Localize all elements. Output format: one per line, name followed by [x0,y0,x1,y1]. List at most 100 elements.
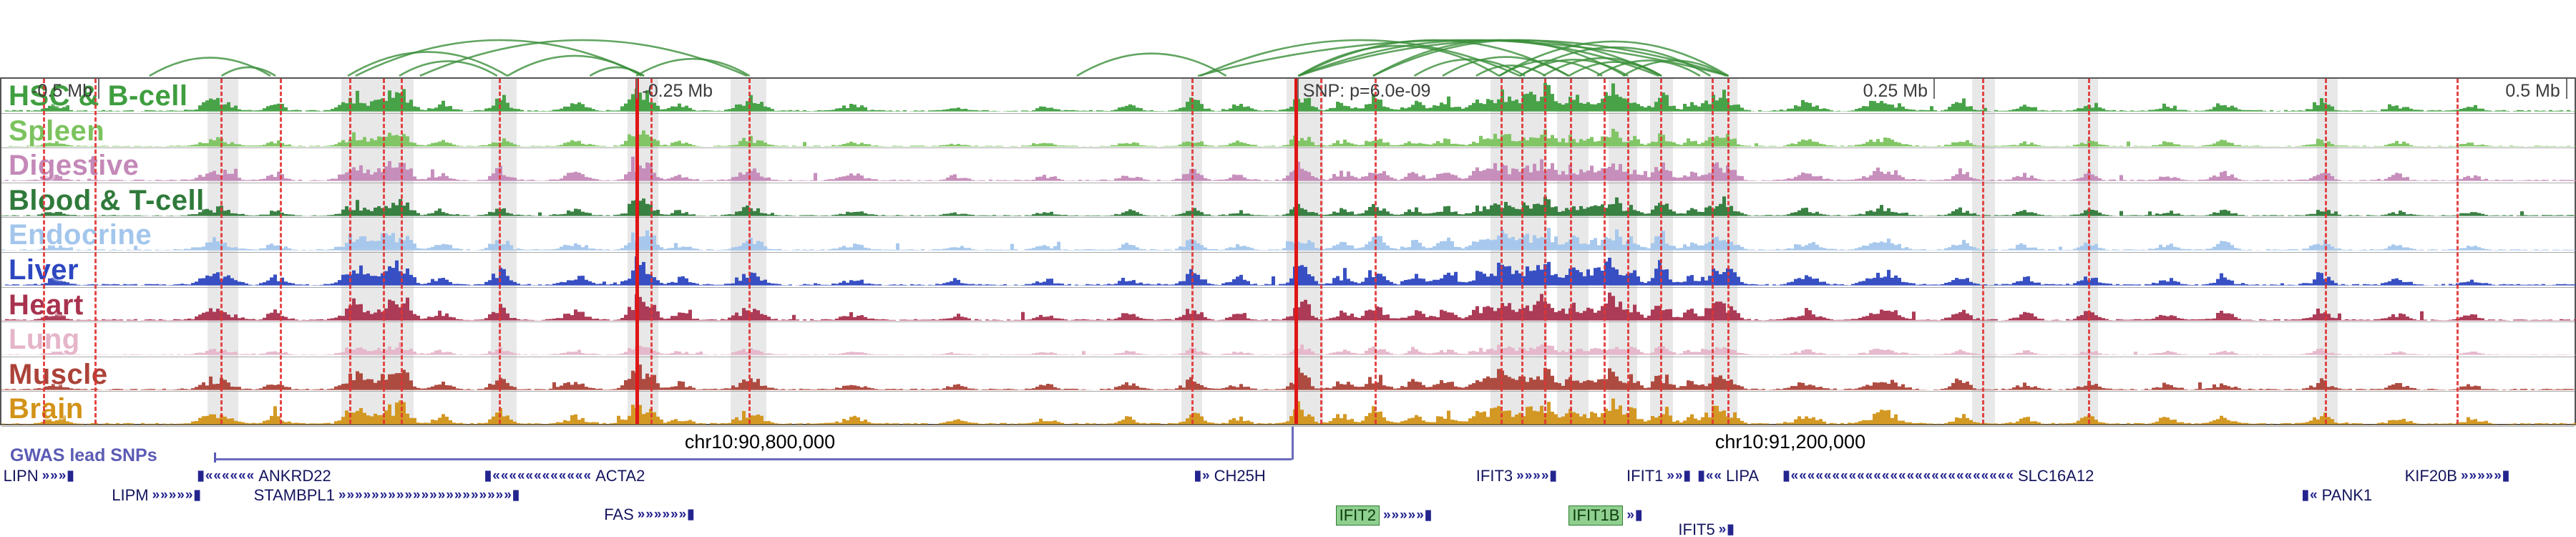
gene-glyph: ▮« [2301,488,2318,503]
snp-line [1521,79,1523,424]
gene-lipn[interactable]: LIPN »»»▮ [4,467,75,485]
track-label-blood-t-cell[interactable]: Blood & T-cell [9,184,205,216]
gene-fas[interactable]: FAS »»»»»»▮ [604,505,695,524]
signal-heart [1,292,2576,321]
track-row-spleen: Spleen [1,114,2576,149]
track-label-spleen[interactable]: Spleen [9,115,105,147]
snp-line [94,79,97,424]
track-label-muscle[interactable]: Muscle [9,358,108,390]
track-row-liver: Liver [1,253,2576,288]
gene-glyph: ▮«« [1697,468,1722,483]
gene-glyph: ▮» [1194,468,1211,483]
snp-line [1727,79,1729,424]
signal-hsc-b-cell [1,83,2576,112]
snp-line [42,79,45,424]
gene-ankrd22[interactable]: ▮«««««« ANKRD22 [197,467,331,485]
gene-glyph: ▮«««««« [197,468,255,483]
gene-glyph: »»»»▮ [1516,468,1558,483]
gene-glyph: »»»»»▮ [1382,508,1433,523]
track-label-brain[interactable]: Brain [9,393,84,425]
coordinate-label: chr10:90,800,000 [684,431,836,453]
snp-line [1712,79,1714,424]
lead-snp-line [635,79,639,424]
interaction-arc[interactable] [347,51,508,77]
track-label-heart[interactable]: Heart [9,289,84,321]
highlight-band [730,79,767,424]
track-row-blood-t-cell: Blood & T-cell [1,183,2576,218]
gene-glyph: »»»▮ [42,468,75,483]
gene-ifit5[interactable]: IFIT5 »▮ [1678,521,1735,537]
snp-line [220,79,223,424]
snp-line [650,79,653,424]
gene-acta2[interactable]: ▮«««««««««««« ACTA2 [484,467,645,485]
snp-line [1570,79,1573,424]
snp-line [382,79,385,424]
track-label-digestive[interactable]: Digestive [9,150,140,182]
gene-label: IFIT1 [1626,467,1664,485]
track-label-endocrine[interactable]: Endocrine [9,219,152,251]
snp-line [1982,79,1985,424]
gene-label: IFIT1B [1568,505,1624,526]
interaction-arc[interactable] [1596,59,1701,77]
interaction-arcs-layer[interactable] [0,0,2576,77]
gene-ifit1b[interactable]: IFIT1B »▮ [1568,505,1643,526]
snp-line [1660,79,1663,424]
track-row-digestive: Digestive [1,148,2576,183]
interaction-arc[interactable] [220,66,276,77]
gene-ifit2[interactable]: IFIT2 »»»»»▮ [1335,505,1433,526]
interaction-arc[interactable] [1475,64,1546,77]
interaction-arc[interactable] [589,66,645,77]
interaction-arc[interactable] [1442,56,1570,77]
interaction-arc[interactable] [1076,52,1227,77]
ruler-label: -0.25 Mb [642,81,713,101]
gene-glyph: ▮««««««««««««««««««««««««««« [1782,468,2014,483]
interaction-arc[interactable] [1519,46,1712,77]
gene-kif20b[interactable]: KIF20B »»»»»▮ [2405,467,2511,485]
gene-label: STAMBPL1 [253,486,335,504]
gene-stambpl1[interactable]: STAMBPL1 »»»»»»»»»»»»»»»»»»»»»▮ [254,486,521,505]
signal-spleen [1,128,2576,147]
snp-line [1374,79,1377,424]
highlight-band [1704,79,1738,424]
gene-lipa[interactable]: ▮«« LIPA [1697,467,1759,485]
gene-ifit1[interactable]: IFIT1 »»▮ [1626,467,1692,485]
gene-label: IFIT5 [1678,521,1715,537]
gene-label: IFIT3 [1475,467,1513,485]
signal-endocrine [1,228,2576,251]
interaction-arc[interactable] [419,39,748,77]
gene-label: IFIT2 [1335,505,1380,526]
highlight-band [2077,79,2099,424]
interaction-arc[interactable] [1498,40,1729,77]
ruler-label: 0.5 Mb [2505,81,2560,101]
ruler-tick [1297,79,1299,99]
interaction-arc[interactable] [399,60,498,77]
highlight-band [1490,79,1547,424]
snp-line [2325,79,2328,424]
signal-liver [1,256,2576,286]
gwas-lead-snps-label: GWAS lead SNPs [10,445,157,465]
gene-glyph: »»»»»»▮ [637,507,696,522]
lead-snp-line [1294,79,1299,424]
ruler-tick [1933,79,1935,99]
gene-label: KIF20B [2404,467,2457,485]
interaction-arc[interactable] [635,57,751,77]
gene-lipm[interactable]: LIPM »»»»»▮ [112,486,202,505]
interaction-arc[interactable] [1413,58,1526,77]
ruler-tick [2565,79,2567,99]
signal-brain [1,398,2576,425]
ruler-tick [98,79,99,99]
interaction-arc[interactable] [507,54,643,77]
gene-glyph: »▮ [1718,522,1735,537]
track-row-endocrine: Endocrine [1,218,2576,253]
snp-line [1320,79,1323,424]
snp-line [1191,79,1194,424]
gene-ch25h[interactable]: ▮» CH25H [1194,467,1266,485]
gene-pank1[interactable]: ▮« PANK1 [2302,486,2373,505]
gene-slc16a12[interactable]: ▮««««««««««««««««««««««««««« SLC16A12 [1782,467,2094,485]
interaction-arc[interactable] [1622,59,1727,77]
gene-ifit3[interactable]: IFIT3 »»»»▮ [1476,467,1558,485]
interaction-arc[interactable] [1568,61,1662,77]
gwas-snp-pointer [1292,427,1294,460]
snp-line [279,79,282,424]
